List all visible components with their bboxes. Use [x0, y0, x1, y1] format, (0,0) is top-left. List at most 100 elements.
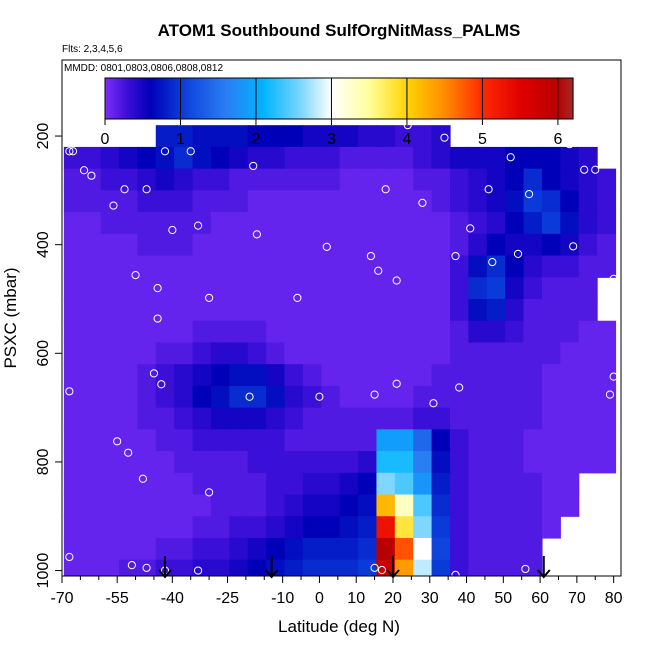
heatmap-cell	[303, 147, 322, 169]
heatmap-cell	[340, 234, 359, 256]
heatmap-cell	[82, 495, 101, 517]
x-tick-label: -70	[50, 590, 73, 607]
heatmap-cell	[285, 429, 304, 451]
heatmap-cell	[101, 429, 120, 451]
heatmap-cell	[358, 321, 377, 343]
heatmap-cell	[376, 516, 395, 538]
heatmap-cell	[211, 321, 230, 343]
heatmap-cell	[229, 277, 248, 299]
heatmap-cell	[579, 386, 598, 408]
heatmap-cell	[597, 190, 616, 212]
heatmap-cell	[193, 364, 212, 386]
heatmap-cell	[487, 299, 506, 321]
heatmap-cell	[579, 342, 598, 364]
x-tick-label: -25	[216, 590, 239, 607]
heatmap-cell	[82, 190, 101, 212]
heatmap-cell	[542, 147, 561, 169]
heatmap-cell	[340, 516, 359, 538]
heatmap-cell	[321, 473, 340, 495]
heatmap-cell	[303, 190, 322, 212]
heatmap-cell	[137, 256, 156, 278]
heatmap-cell	[119, 495, 138, 517]
heatmap-cell	[248, 234, 267, 256]
heatmap-cell	[193, 190, 212, 212]
heatmap-cell	[303, 451, 322, 473]
heatmap-cell	[266, 451, 285, 473]
heatmap-cell	[524, 408, 543, 430]
heatmap-cell	[413, 473, 432, 495]
heatmap-cell	[542, 429, 561, 451]
x-axis: -70 -55 -40 -25 -10 0 10 20 30 40 50 60 70 80	[50, 576, 622, 607]
heatmap-cell	[303, 212, 322, 234]
heatmap-cell	[524, 342, 543, 364]
heatmap-cell	[395, 429, 414, 451]
x-tick-label: 30	[421, 590, 439, 607]
heatmap-cell	[432, 256, 451, 278]
heatmap-cell	[101, 516, 120, 538]
heatmap-cell	[432, 190, 451, 212]
heatmap-cell	[82, 212, 101, 234]
heatmap-cell	[156, 212, 175, 234]
heatmap-cell	[358, 364, 377, 386]
heatmap-cell	[211, 234, 230, 256]
heatmap-cell	[229, 169, 248, 191]
heatmap-cell	[358, 386, 377, 408]
heatmap-cell	[64, 190, 83, 212]
heatmap-cell	[505, 386, 524, 408]
heatmap-cell	[395, 277, 414, 299]
heatmap-cell	[560, 429, 579, 451]
heatmap-cell	[524, 451, 543, 473]
heatmap-cell	[487, 473, 506, 495]
heatmap-cell	[358, 495, 377, 517]
heatmap-cell	[560, 277, 579, 299]
heatmap-cell	[376, 321, 395, 343]
heatmap-cell	[358, 125, 377, 147]
heatmap-cell	[82, 451, 101, 473]
heatmap-cell	[340, 256, 359, 278]
heatmap-cell	[340, 321, 359, 343]
heatmap-cell	[156, 147, 175, 169]
y-axis: 2004006008001000	[35, 123, 62, 589]
heatmap-cell	[211, 538, 230, 560]
heatmap-cell	[395, 169, 414, 191]
heatmap-cell	[542, 169, 561, 191]
heatmap-cell	[468, 451, 487, 473]
heatmap-cell	[174, 495, 193, 517]
heatmap-cell	[468, 256, 487, 278]
heatmap-cell	[248, 516, 267, 538]
heatmap-cell	[505, 342, 524, 364]
heatmap-cell	[211, 190, 230, 212]
heatmap-cell	[193, 234, 212, 256]
heatmap-field	[64, 125, 616, 582]
heatmap-cell	[119, 342, 138, 364]
heatmap-cell	[358, 190, 377, 212]
heatmap-cell	[119, 473, 138, 495]
heatmap-cell	[82, 321, 101, 343]
heatmap-cell	[285, 516, 304, 538]
heatmap-cell	[285, 169, 304, 191]
heatmap-cell	[285, 234, 304, 256]
heatmap-cell	[376, 408, 395, 430]
heatmap-cell	[413, 234, 432, 256]
heatmap-cell	[468, 408, 487, 430]
heatmap-cell	[229, 299, 248, 321]
heatmap-cell	[376, 190, 395, 212]
heatmap-cell	[560, 212, 579, 234]
heatmap-cell	[285, 342, 304, 364]
heatmap-cell	[524, 516, 543, 538]
heatmap-cell	[358, 451, 377, 473]
heatmap-cell	[432, 364, 451, 386]
heatmap-cell	[229, 190, 248, 212]
heatmap-cell	[285, 299, 304, 321]
heatmap-cell	[524, 299, 543, 321]
heatmap-cell	[303, 364, 322, 386]
heatmap-cell	[432, 147, 451, 169]
heatmap-cell	[358, 342, 377, 364]
heatmap-cell	[266, 495, 285, 517]
heatmap-cell	[137, 516, 156, 538]
heatmap-cell	[64, 256, 83, 278]
heatmap-cell	[413, 538, 432, 560]
heatmap-cell	[174, 516, 193, 538]
heatmap-cell	[340, 538, 359, 560]
heatmap-cell	[560, 342, 579, 364]
